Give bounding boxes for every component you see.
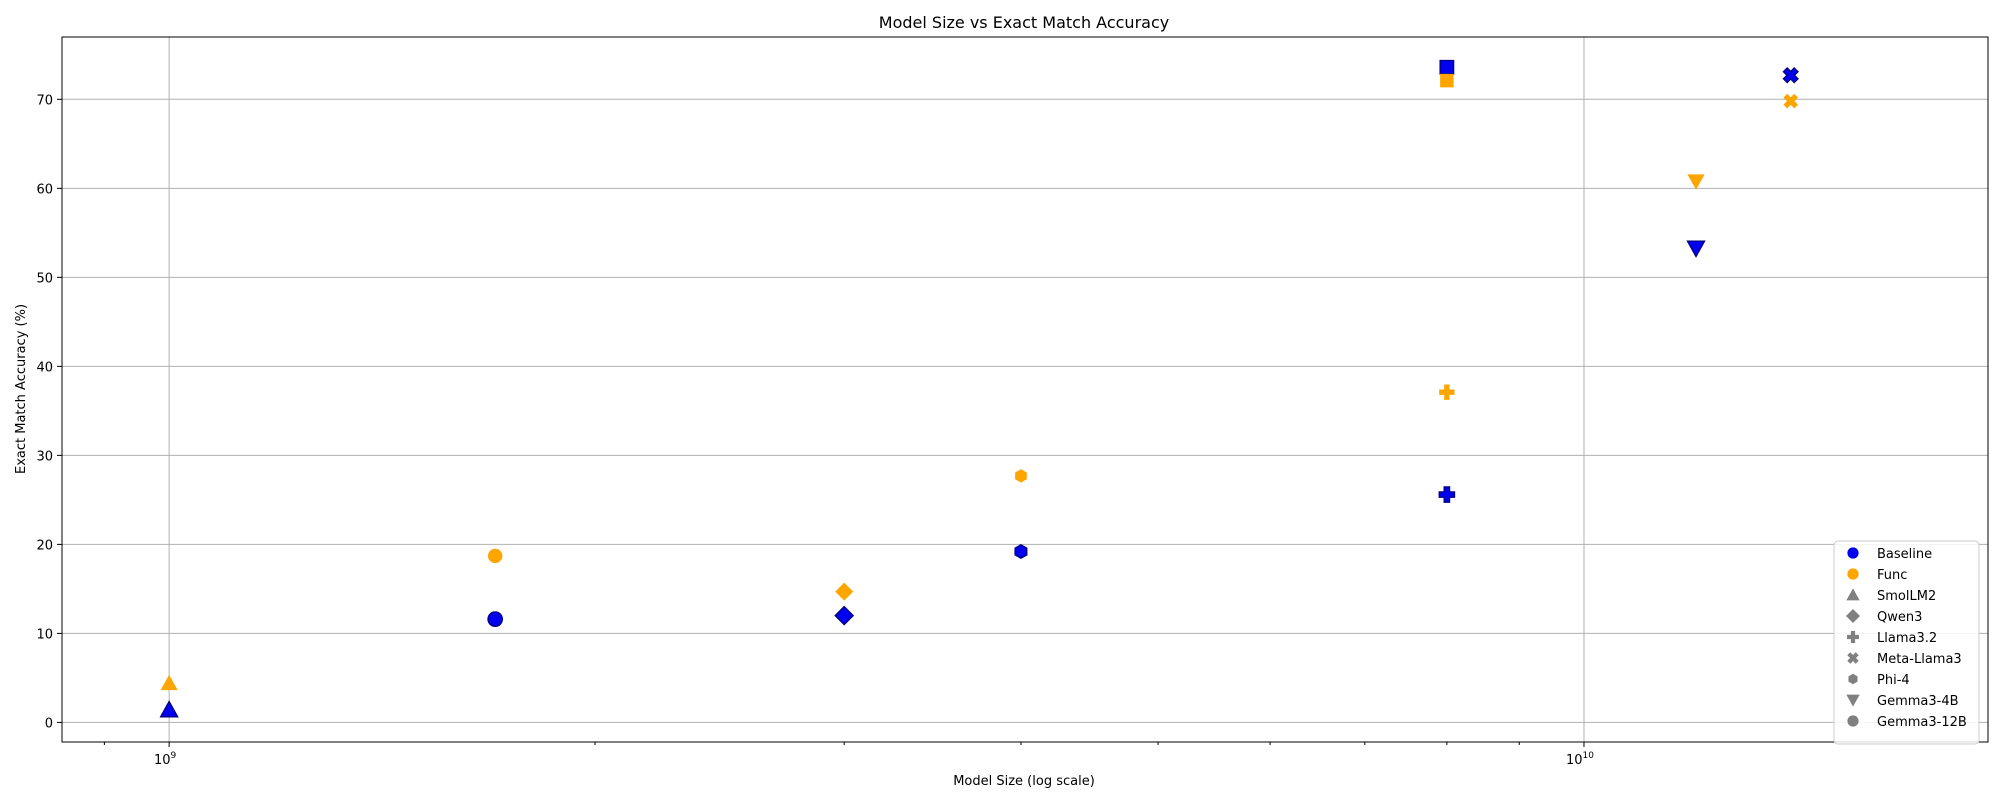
func-meta-llama3-x-point — [1783, 93, 1799, 109]
func-gemma3-12b-circle-point — [487, 548, 503, 564]
func-gemma3-4b-triangle-down-point — [1687, 174, 1705, 190]
plot-frame — [61, 36, 1989, 743]
legend-llama3-2-label: Llama3.2 — [1877, 631, 1937, 646]
x-tick-label: 1010 — [1566, 751, 1594, 768]
legend-smollm2-label: SmolLM2 — [1877, 589, 1936, 604]
legend-phi-4-marker — [1848, 673, 1858, 685]
x-tick-label: 109 — [154, 751, 177, 768]
baseline-meta-llama3-x-point — [1782, 67, 1799, 84]
baseline-meta-llama3-square-point — [1439, 59, 1455, 75]
baseline-phi-4-hexagon-point — [1014, 544, 1028, 560]
data-points — [159, 59, 1799, 718]
y-tick-label: 30 — [36, 449, 53, 464]
legend-qwen3-label: Qwen3 — [1877, 610, 1922, 625]
legend-baseline-label: Baseline — [1877, 547, 1932, 562]
x-axis: 109 1010 — [103, 742, 1594, 768]
y-tick-label: 40 — [36, 360, 53, 375]
baseline-smollm2-triangle-up-point — [159, 700, 179, 718]
legend-smollm2-marker — [1846, 588, 1860, 601]
legend-meta-llama3-marker — [1847, 652, 1859, 664]
x-axis-label: Model Size (log scale) — [953, 774, 1095, 789]
legend-gemma3-4b-marker — [1846, 694, 1860, 707]
legend-gemma3-12b-marker — [1847, 715, 1859, 727]
func-qwen3-diamond-point — [835, 582, 854, 601]
baseline-gemma3-4b-triangle-down-point — [1686, 240, 1706, 258]
legend-meta-llama3-label: Meta-Llama3 — [1877, 652, 1962, 667]
baseline-qwen3-diamond-point — [834, 605, 855, 626]
legend-phi-4-label: Phi-4 — [1877, 673, 1910, 688]
func-smollm2-triangle-up-point — [160, 674, 178, 691]
y-axis: 0 10 20 30 40 50 60 70 — [36, 93, 62, 731]
legend-func-label: Func — [1877, 568, 1907, 583]
baseline-gemma3-12b-circle-point — [487, 611, 504, 628]
legend-qwen3-marker — [1846, 609, 1860, 623]
y-tick-label: 0 — [45, 716, 53, 731]
func-llama3-2-plus-point — [1439, 384, 1455, 400]
legend: Baseline Func SmolLM2 Qwen3 Llama3.2 Meta-Lla… — [1833, 540, 1980, 745]
y-tick-label: 70 — [36, 93, 53, 108]
baseline-llama3-2-plus-point — [1438, 486, 1456, 503]
legend-baseline-marker — [1847, 547, 1859, 559]
y-axis-label: Exact Match Accuracy (%) — [14, 304, 29, 474]
legend-func-marker — [1847, 568, 1859, 580]
y-tick-label: 10 — [36, 627, 53, 642]
y-tick-label: 20 — [36, 538, 53, 553]
chart-title: Model Size vs Exact Match Accuracy — [879, 13, 1169, 32]
legend-llama3-2-marker — [1847, 631, 1859, 643]
func-phi-4-hexagon-point — [1015, 469, 1027, 483]
legend-gemma3-12b-label: Gemma3-12B — [1877, 715, 1967, 730]
func-meta-llama3-square-point — [1440, 73, 1454, 88]
y-tick-label: 60 — [36, 182, 53, 197]
grid — [62, 37, 1988, 742]
legend-gemma3-4b-label: Gemma3-4B — [1877, 694, 1959, 709]
legend-box — [1833, 540, 1980, 745]
y-tick-label: 50 — [36, 271, 53, 286]
